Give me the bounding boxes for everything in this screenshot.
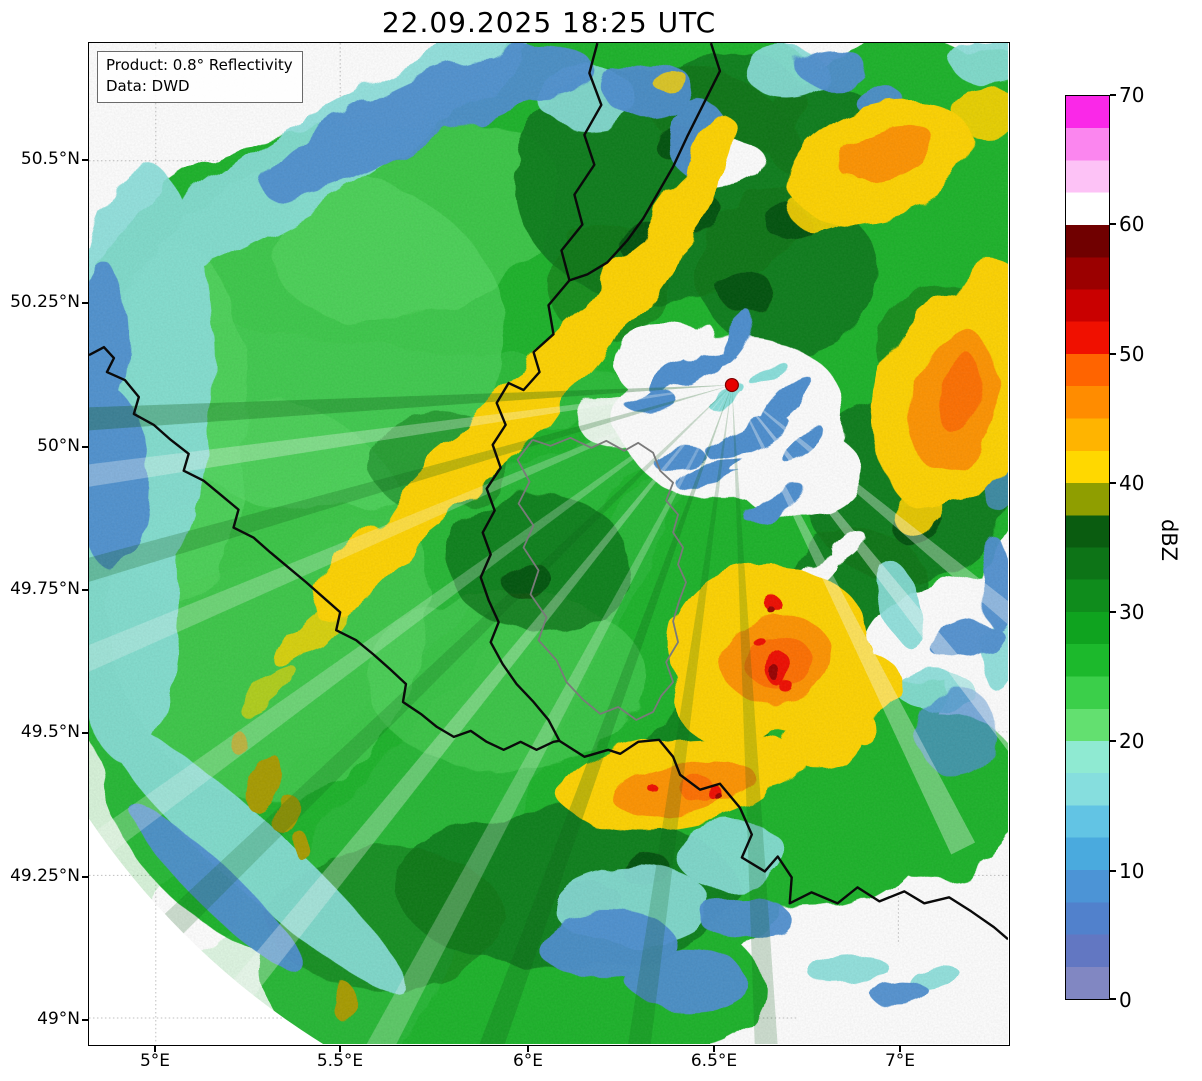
tick-mark — [1110, 998, 1116, 1000]
tick-mark — [1110, 870, 1116, 872]
map-plot-area: Product: 0.8° Reflectivity Data: DWD — [88, 42, 1010, 1046]
tick-mark — [1110, 223, 1116, 225]
tick-mark — [1110, 94, 1116, 96]
colorbar-tick-label: 10 — [1119, 859, 1145, 883]
x-tick-label: 5°E — [139, 1051, 171, 1071]
colorbar-unit-label: dBZ — [1157, 518, 1182, 562]
tick-mark — [1110, 611, 1116, 613]
y-tick-label: 49°N — [37, 1009, 80, 1029]
y-tick-label: 49.25°N — [10, 866, 80, 886]
colorbar-gradient — [1065, 95, 1110, 1000]
y-tick-label: 50.5°N — [20, 149, 80, 169]
radar-site-marker — [724, 377, 739, 393]
colorbar-tick-label: 20 — [1119, 729, 1145, 753]
figure-title: 22.09.2025 18:25 UTC — [381, 6, 717, 39]
tick-mark — [527, 1046, 529, 1052]
x-tick-label: 7°E — [884, 1051, 916, 1071]
product-info-box: Product: 0.8° Reflectivity Data: DWD — [97, 51, 303, 103]
y-tick-label: 50°N — [37, 436, 80, 456]
tick-mark — [82, 446, 88, 448]
colorbar-tick-label: 50 — [1119, 342, 1145, 366]
tick-mark — [82, 302, 88, 304]
tick-mark — [82, 876, 88, 878]
product-line: Product: 0.8° Reflectivity — [106, 56, 293, 74]
tick-mark — [82, 1019, 88, 1021]
y-tick-label: 49.75°N — [10, 579, 80, 599]
y-tick-label: 50.25°N — [10, 292, 80, 312]
tick-mark — [339, 1046, 341, 1052]
tick-mark — [82, 589, 88, 591]
x-tick-label: 6°E — [512, 1051, 544, 1071]
colorbar-tick-label: 40 — [1119, 471, 1145, 495]
radar-map-svg — [89, 43, 1008, 1044]
colorbar-tick-label: 30 — [1119, 600, 1145, 624]
data-source-line: Data: DWD — [106, 77, 190, 95]
radar-field — [89, 43, 1008, 1044]
tick-mark — [1110, 740, 1116, 742]
tick-mark — [154, 1046, 156, 1052]
tick-mark — [713, 1046, 715, 1052]
admin-borders — [516, 436, 687, 721]
x-tick-label: 5.5°E — [316, 1051, 364, 1071]
colorbar-tick-label: 60 — [1119, 212, 1145, 236]
x-tick-label: 6.5°E — [690, 1051, 738, 1071]
tick-mark — [82, 159, 88, 161]
tick-mark — [899, 1046, 901, 1052]
country-borders — [89, 43, 1008, 941]
tick-mark — [1110, 353, 1116, 355]
colorbar-tick-label: 70 — [1119, 83, 1145, 107]
tick-mark — [82, 732, 88, 734]
y-tick-label: 49.5°N — [20, 722, 80, 742]
tick-mark — [1110, 482, 1116, 484]
colorbar-tick-label: 0 — [1119, 988, 1132, 1012]
